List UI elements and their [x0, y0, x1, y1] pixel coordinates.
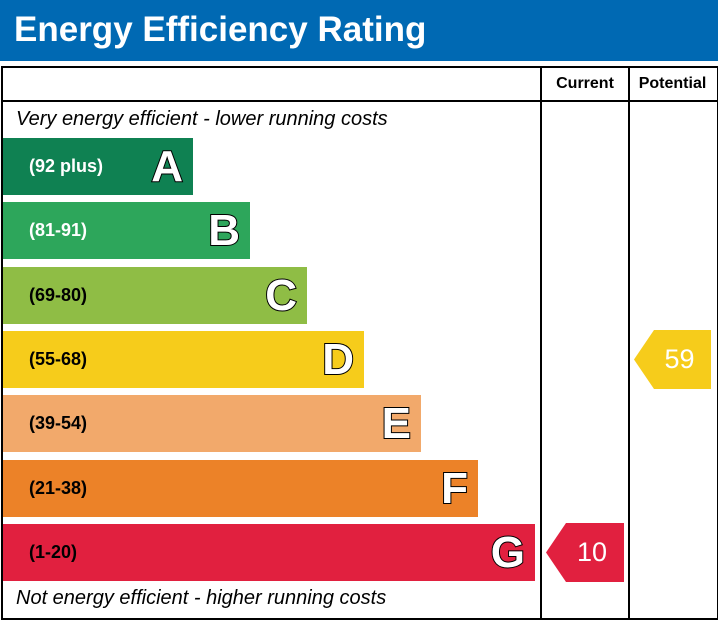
potential-arrow-polygon [634, 329, 711, 389]
band-c: (69-80) C [3, 266, 307, 324]
band-b: (81-91) B [3, 202, 250, 260]
band-e-letter: E [381, 398, 412, 449]
band-g-range: (1-20) [29, 541, 78, 562]
band-g: (1-20) G [3, 523, 535, 581]
band-d: (55-68) D [3, 330, 364, 388]
potential-column-divider [628, 66, 630, 618]
band-f-letter: F [440, 463, 469, 514]
current-column-header: Current [556, 75, 614, 92]
band-a-letter: A [150, 141, 184, 192]
current-column-divider [540, 66, 542, 618]
band-c-range: (69-80) [29, 284, 88, 305]
band-d-letter: D [321, 334, 355, 385]
band-e-range: (39-54) [29, 413, 88, 434]
current-arrow-shape [546, 522, 624, 582]
potential-column-header: Potential [638, 75, 707, 92]
potential-rating-arrow: 59 [634, 329, 711, 389]
header-row-divider [1, 100, 717, 102]
current-rating-arrow: 10 [546, 522, 624, 582]
top-caption: Very energy efficient - lower running co… [16, 108, 388, 130]
potential-arrow-shape [634, 329, 711, 389]
current-rating-value: 10 [576, 536, 608, 567]
current-arrow-polygon [546, 522, 624, 582]
band-d-range: (55-68) [29, 348, 88, 369]
band-f-range: (21-38) [29, 477, 88, 498]
potential-rating-value: 59 [664, 343, 695, 374]
band-c-letter: C [264, 270, 298, 321]
band-g-letter: G [490, 527, 526, 578]
bottom-caption: Not energy efficient - higher running co… [16, 587, 387, 609]
band-f: (21-38) F [3, 459, 478, 517]
header-bar: Energy Efficiency Rating [0, 0, 718, 61]
band-e: (39-54) E [3, 395, 421, 453]
band-a: (92 plus) A [3, 138, 193, 195]
band-b-range: (81-91) [29, 220, 88, 241]
band-b-letter: B [207, 205, 241, 256]
page-title: Energy Efficiency Rating [14, 10, 427, 49]
band-a-range: (92 plus) [29, 156, 104, 176]
